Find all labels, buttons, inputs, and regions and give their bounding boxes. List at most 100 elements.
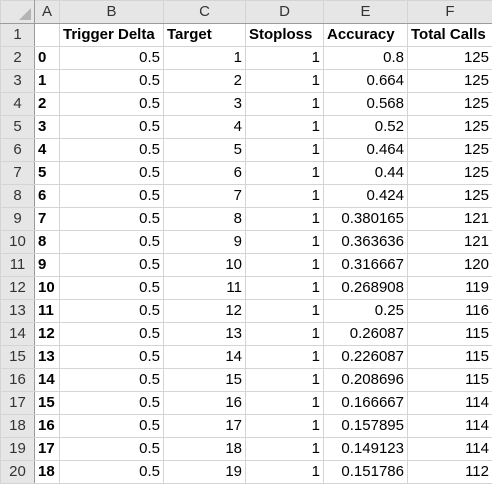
cell-accuracy[interactable]: 0.44 <box>323 161 408 185</box>
cell-total-calls[interactable]: 114 <box>407 391 492 415</box>
header-stoploss[interactable]: Stoploss <box>245 23 324 47</box>
row-header[interactable]: 10 <box>0 230 35 254</box>
cell-index[interactable]: 10 <box>34 276 60 300</box>
cell-accuracy[interactable]: 0.464 <box>323 138 408 162</box>
cell-accuracy[interactable]: 0.664 <box>323 69 408 93</box>
cell-stoploss[interactable]: 1 <box>245 69 324 93</box>
row-header[interactable]: 1 <box>0 23 35 47</box>
cell-accuracy[interactable]: 0.363636 <box>323 230 408 254</box>
cell-stoploss[interactable]: 1 <box>245 230 324 254</box>
cell-index[interactable]: 14 <box>34 368 60 392</box>
column-header-d[interactable]: D <box>245 0 324 24</box>
cell-stoploss[interactable]: 1 <box>245 414 324 438</box>
cell-total-calls[interactable]: 114 <box>407 437 492 461</box>
row-header[interactable]: 12 <box>0 276 35 300</box>
cell-trigger-delta[interactable]: 0.5 <box>59 138 164 162</box>
cell-total-calls[interactable]: 125 <box>407 161 492 185</box>
cell-target[interactable]: 3 <box>163 92 246 116</box>
cell-stoploss[interactable]: 1 <box>245 276 324 300</box>
cell-trigger-delta[interactable]: 0.5 <box>59 322 164 346</box>
cell-accuracy[interactable]: 0.52 <box>323 115 408 139</box>
cell-target[interactable]: 15 <box>163 368 246 392</box>
cell-accuracy[interactable]: 0.166667 <box>323 391 408 415</box>
cell-stoploss[interactable]: 1 <box>245 299 324 323</box>
cell-total-calls[interactable]: 112 <box>407 460 492 484</box>
cell-index[interactable]: 8 <box>34 230 60 254</box>
cell-accuracy[interactable]: 0.208696 <box>323 368 408 392</box>
cell-stoploss[interactable]: 1 <box>245 253 324 277</box>
row-header[interactable]: 11 <box>0 253 35 277</box>
cell-trigger-delta[interactable]: 0.5 <box>59 414 164 438</box>
cell-total-calls[interactable]: 125 <box>407 92 492 116</box>
row-header[interactable]: 17 <box>0 391 35 415</box>
row-header[interactable]: 2 <box>0 46 35 70</box>
header-total-calls[interactable]: Total Calls <box>407 23 492 47</box>
cell-total-calls[interactable]: 115 <box>407 345 492 369</box>
cell-target[interactable]: 13 <box>163 322 246 346</box>
cell-trigger-delta[interactable]: 0.5 <box>59 368 164 392</box>
cell-stoploss[interactable]: 1 <box>245 184 324 208</box>
cell-index[interactable]: 5 <box>34 161 60 185</box>
cell-total-calls[interactable]: 119 <box>407 276 492 300</box>
cell-accuracy[interactable]: 0.25 <box>323 299 408 323</box>
cell-stoploss[interactable]: 1 <box>245 138 324 162</box>
cell-trigger-delta[interactable]: 0.5 <box>59 69 164 93</box>
cell-stoploss[interactable]: 1 <box>245 391 324 415</box>
cell-target[interactable]: 12 <box>163 299 246 323</box>
cell-trigger-delta[interactable]: 0.5 <box>59 345 164 369</box>
cell-target[interactable]: 16 <box>163 391 246 415</box>
cell-accuracy[interactable]: 0.149123 <box>323 437 408 461</box>
cell-total-calls[interactable]: 121 <box>407 207 492 231</box>
cell-index[interactable]: 18 <box>34 460 60 484</box>
cell-total-calls[interactable]: 121 <box>407 230 492 254</box>
row-header[interactable]: 15 <box>0 345 35 369</box>
cell-total-calls[interactable]: 125 <box>407 69 492 93</box>
cell-target[interactable]: 8 <box>163 207 246 231</box>
cell-trigger-delta[interactable]: 0.5 <box>59 230 164 254</box>
cell-trigger-delta[interactable]: 0.5 <box>59 253 164 277</box>
cell-target[interactable]: 5 <box>163 138 246 162</box>
cell-total-calls[interactable]: 125 <box>407 46 492 70</box>
cell-trigger-delta[interactable]: 0.5 <box>59 437 164 461</box>
cell-accuracy[interactable]: 0.157895 <box>323 414 408 438</box>
row-header[interactable]: 20 <box>0 460 35 484</box>
row-header[interactable]: 13 <box>0 299 35 323</box>
row-header[interactable]: 18 <box>0 414 35 438</box>
cell-accuracy[interactable]: 0.268908 <box>323 276 408 300</box>
cell-accuracy[interactable]: 0.226087 <box>323 345 408 369</box>
cell-trigger-delta[interactable]: 0.5 <box>59 115 164 139</box>
cell-accuracy[interactable]: 0.424 <box>323 184 408 208</box>
row-header[interactable]: 7 <box>0 161 35 185</box>
row-header[interactable]: 16 <box>0 368 35 392</box>
cell-stoploss[interactable]: 1 <box>245 46 324 70</box>
cell-total-calls[interactable]: 115 <box>407 322 492 346</box>
column-header-c[interactable]: C <box>163 0 246 24</box>
cell-accuracy[interactable]: 0.316667 <box>323 253 408 277</box>
cell-index[interactable]: 11 <box>34 299 60 323</box>
column-header-b[interactable]: B <box>59 0 164 24</box>
cell-target[interactable]: 1 <box>163 46 246 70</box>
cell-index[interactable]: 0 <box>34 46 60 70</box>
row-header[interactable]: 8 <box>0 184 35 208</box>
cell-target[interactable]: 10 <box>163 253 246 277</box>
cell-stoploss[interactable]: 1 <box>245 322 324 346</box>
cell-total-calls[interactable]: 125 <box>407 138 492 162</box>
row-header[interactable]: 6 <box>0 138 35 162</box>
cell-accuracy[interactable]: 0.568 <box>323 92 408 116</box>
header-target[interactable]: Target <box>163 23 246 47</box>
cell-stoploss[interactable]: 1 <box>245 207 324 231</box>
cell-stoploss[interactable]: 1 <box>245 368 324 392</box>
cell-target[interactable]: 4 <box>163 115 246 139</box>
column-header-f[interactable]: F <box>407 0 492 24</box>
cell-index[interactable]: 9 <box>34 253 60 277</box>
cell-accuracy[interactable]: 0.151786 <box>323 460 408 484</box>
row-header[interactable]: 3 <box>0 69 35 93</box>
cell-trigger-delta[interactable]: 0.5 <box>59 207 164 231</box>
column-header-a[interactable]: A <box>34 0 60 24</box>
header-accuracy[interactable]: Accuracy <box>323 23 408 47</box>
cell-trigger-delta[interactable]: 0.5 <box>59 184 164 208</box>
cell-trigger-delta[interactable]: 0.5 <box>59 391 164 415</box>
row-header[interactable]: 4 <box>0 92 35 116</box>
cell-stoploss[interactable]: 1 <box>245 437 324 461</box>
cell-total-calls[interactable]: 115 <box>407 368 492 392</box>
